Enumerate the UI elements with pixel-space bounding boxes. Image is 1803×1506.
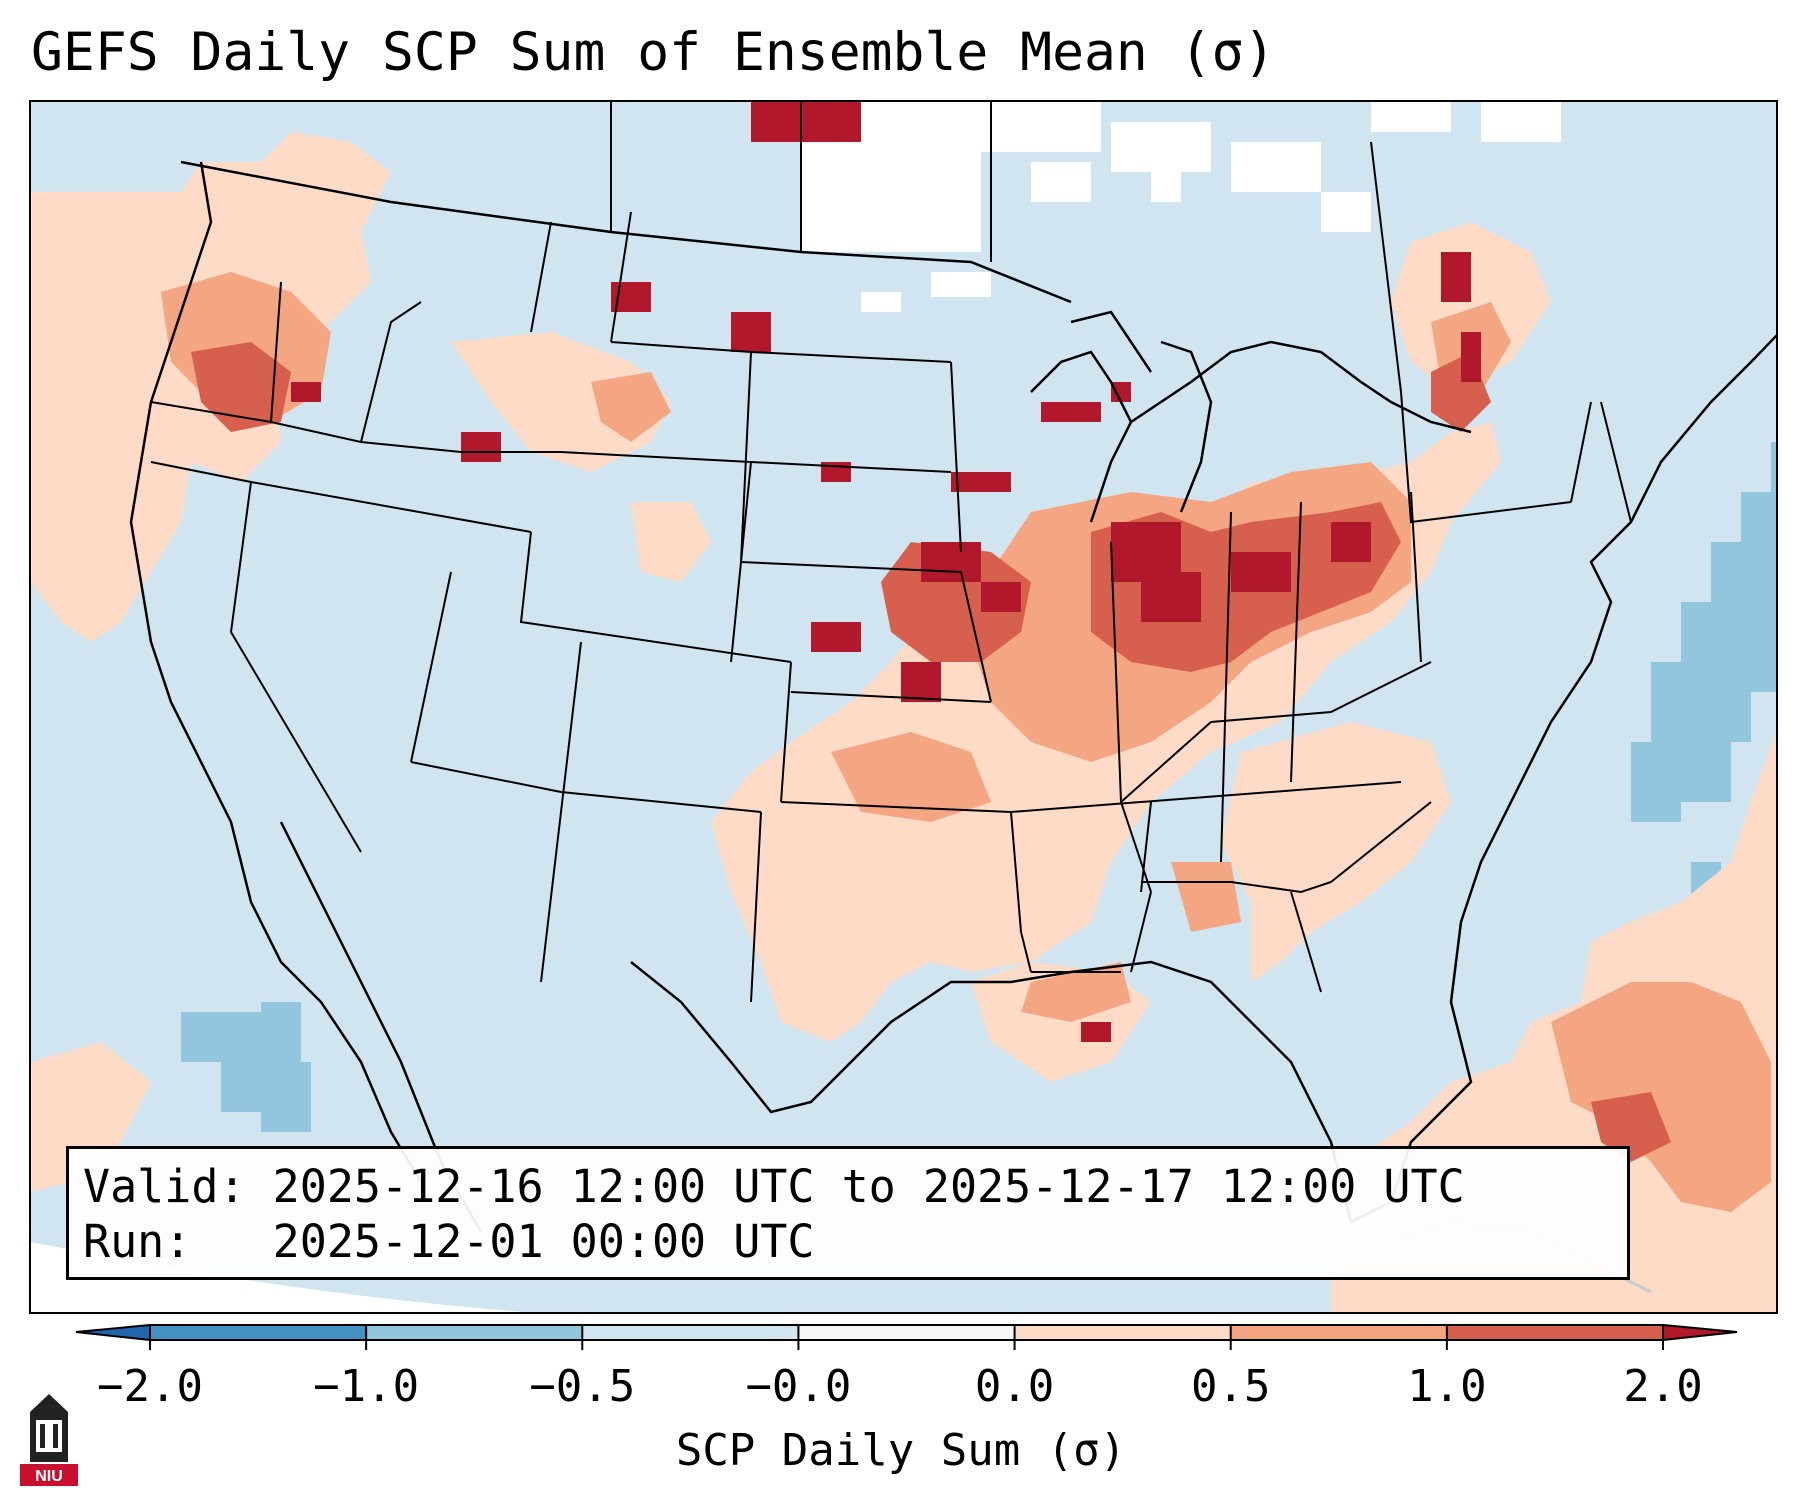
- colorbar-bin: [150, 1325, 367, 1340]
- colorbar-tick-label: 0.0: [974, 1361, 1055, 1412]
- colorbar-label: SCP Daily Sum (σ): [675, 1425, 1127, 1476]
- colorbar-bin: [1230, 1325, 1448, 1340]
- colorbar-bin: [582, 1325, 799, 1340]
- colorbar-bin: [1014, 1325, 1232, 1340]
- colorbar-bin: [1446, 1325, 1664, 1340]
- colorbar-tick-label: 0.5: [1190, 1361, 1271, 1412]
- colorbar: [75, 1323, 1738, 1350]
- state-borders: [150, 211, 1632, 1003]
- near-zero-region: [801, 102, 1561, 312]
- colorbar-tick-label: 2.0: [1623, 1361, 1703, 1412]
- map-panel[interactable]: [29, 100, 1778, 1314]
- negative-region: [181, 442, 1776, 1132]
- valid-line: Valid: 2025-12-16 12:00 UTC to 2025-12-1…: [83, 1160, 1465, 1213]
- colorbar-tick-label: −0.5: [529, 1361, 636, 1412]
- colorbar-tick-label: −0.0: [745, 1361, 852, 1412]
- colorbar-bins: [150, 1325, 1664, 1340]
- colorbar-bin: [366, 1325, 583, 1340]
- run-line: Run: 2025-12-01 00:00 UTC: [83, 1215, 815, 1268]
- projection-edge: [31, 1242, 526, 1312]
- colorbar-ticks: [149, 1325, 1664, 1350]
- province-border-4: [1370, 141, 1402, 393]
- colorbar-tick-label: 1.0: [1407, 1361, 1487, 1412]
- colorbar-under-arrow: [76, 1325, 150, 1340]
- logo-text: NIU: [35, 1468, 63, 1485]
- colorbar-tick-label: −2.0: [97, 1361, 203, 1412]
- colorbar-tick-label: −1.0: [313, 1361, 420, 1412]
- valid-time-box: Valid: 2025-12-16 12:00 UTC to 2025-12-1…: [66, 1146, 1630, 1280]
- canada-border: [180, 160, 1072, 304]
- colorbar-bin: [798, 1325, 1016, 1340]
- colorbar-over-arrow: [1663, 1325, 1737, 1340]
- niu-logo: NIU: [20, 1394, 78, 1486]
- logo-badge: [20, 1464, 78, 1486]
- map-svg: [31, 102, 1776, 1312]
- map-title: GEFS Daily SCP Sum of Ensemble Mean (σ): [31, 22, 1276, 83]
- positive-max-region: [291, 102, 1481, 1042]
